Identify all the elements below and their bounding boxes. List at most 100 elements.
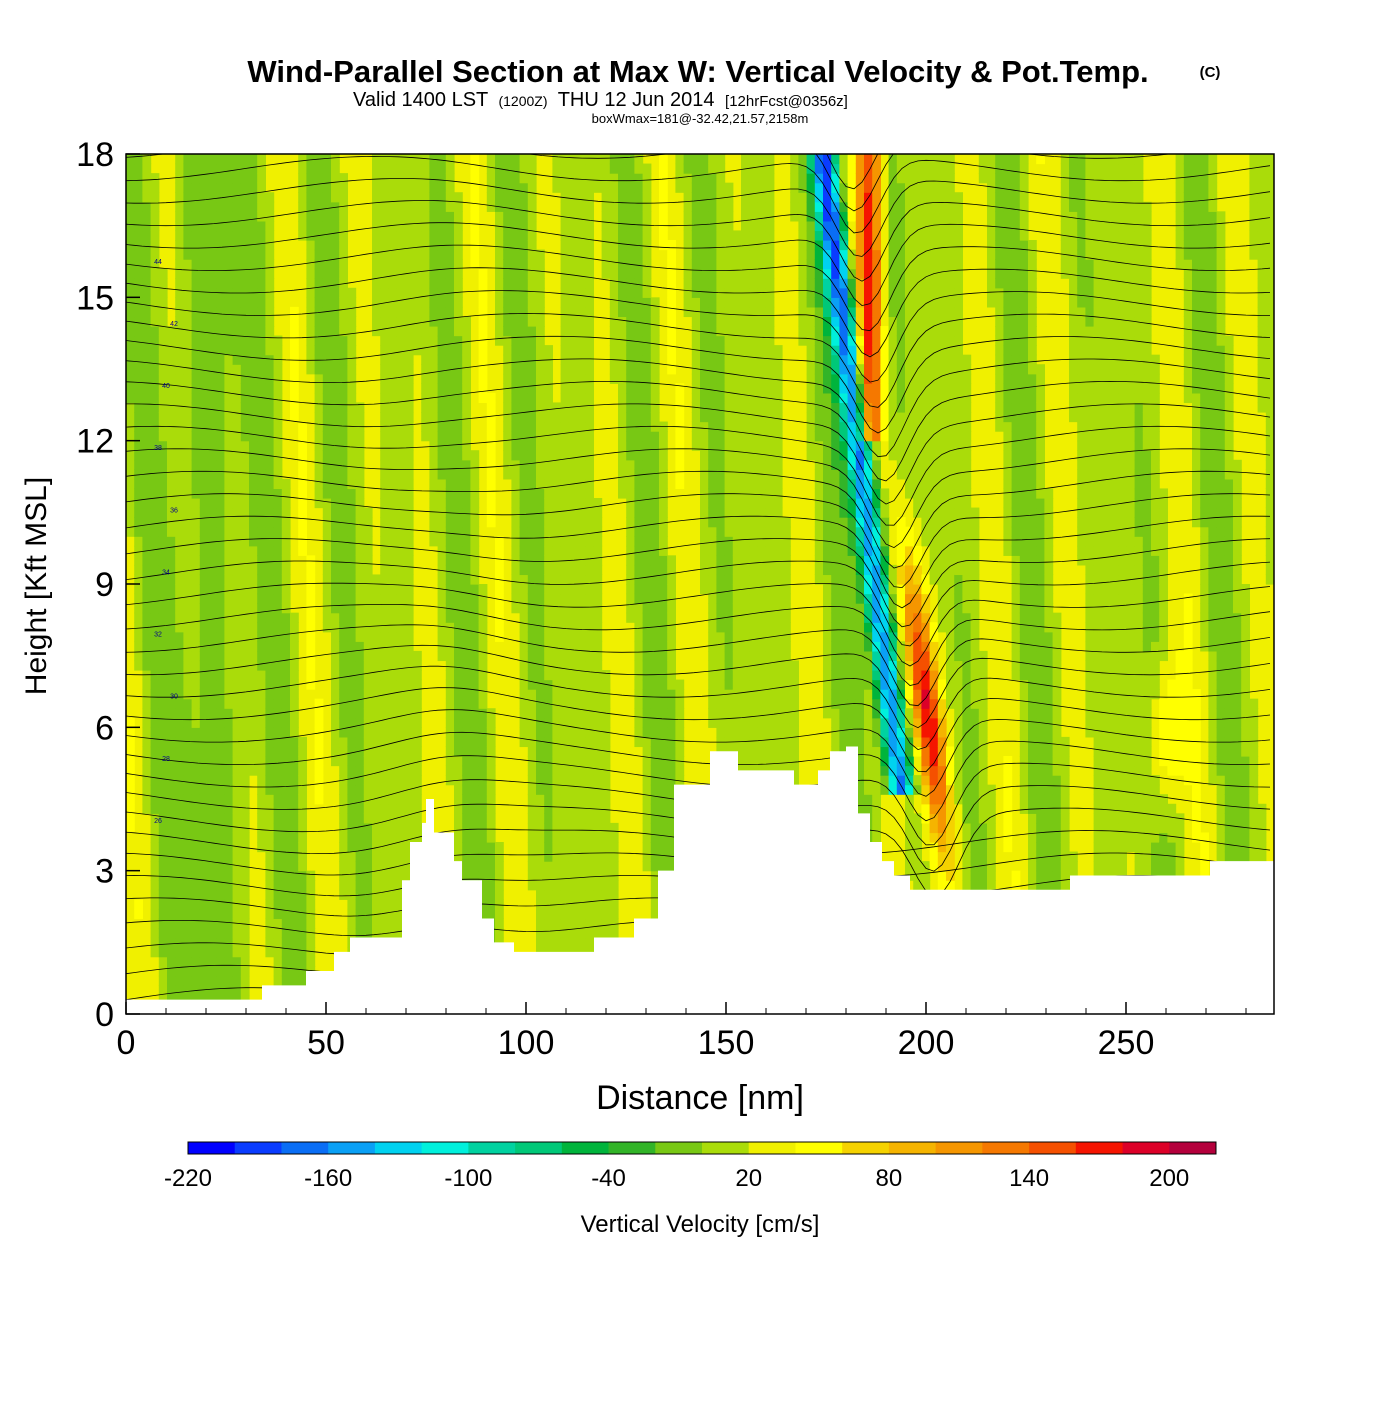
- velocity-cell: [511, 450, 521, 461]
- velocity-cell: [249, 249, 258, 260]
- velocity-cell: [470, 650, 480, 662]
- velocity-cell: [577, 526, 586, 537]
- velocity-cell: [126, 287, 135, 298]
- velocity-cell: [421, 297, 430, 308]
- velocity-cell: [183, 154, 193, 165]
- velocity-cell: [519, 383, 529, 394]
- velocity-cell: [208, 240, 217, 251]
- velocity-cell: [404, 708, 414, 719]
- velocity-cell: [429, 163, 439, 174]
- velocity-cell: [527, 211, 537, 222]
- velocity-cell: [396, 536, 406, 547]
- velocity-cell: [503, 173, 512, 184]
- velocity-cell: [208, 383, 217, 394]
- velocity-cell: [290, 306, 299, 318]
- velocity-cell: [396, 813, 406, 824]
- velocity-cell: [568, 861, 578, 872]
- velocity-cell: [380, 555, 389, 566]
- velocity-cell: [232, 947, 242, 958]
- velocity-cell: [232, 574, 242, 585]
- velocity-cell: [208, 412, 217, 423]
- velocity-cell: [224, 784, 234, 795]
- velocity-cell: [503, 268, 512, 279]
- velocity-cell: [478, 622, 488, 633]
- velocity-cell: [536, 603, 545, 614]
- velocity-cell: [134, 268, 143, 279]
- velocity-cell: [257, 326, 266, 337]
- velocity-cell: [527, 345, 537, 356]
- velocity-cell: [519, 431, 529, 442]
- velocity-cell: [240, 641, 250, 652]
- velocity-cell: [232, 201, 242, 212]
- velocity-cell: [208, 775, 217, 786]
- velocity-cell: [404, 832, 414, 843]
- velocity-cell: [224, 240, 234, 251]
- velocity-cell: [642, 230, 652, 241]
- velocity-cell: [216, 173, 225, 184]
- velocity-cell: [339, 603, 348, 614]
- velocity-cell: [142, 278, 152, 289]
- velocity-cell: [577, 679, 586, 690]
- velocity-cell: [691, 192, 701, 203]
- velocity-cell: [322, 154, 332, 165]
- velocity-cell: [388, 154, 398, 165]
- velocity-cell: [150, 240, 160, 251]
- velocity-cell: [560, 689, 570, 700]
- velocity-cell: [527, 230, 537, 241]
- velocity-cell: [618, 211, 627, 222]
- velocity-cell: [445, 689, 455, 700]
- velocity-cell: [183, 708, 193, 719]
- velocity-cell: [339, 832, 348, 843]
- velocity-cell: [331, 383, 340, 394]
- velocity-cell: [208, 259, 217, 270]
- velocity-cell: [322, 373, 332, 384]
- velocity-cell: [454, 335, 463, 346]
- velocity-cell: [445, 526, 455, 537]
- velocity-cell: [577, 182, 586, 193]
- velocity-cell: [158, 784, 168, 795]
- velocity-cell: [281, 641, 291, 652]
- velocity-cell: [396, 364, 406, 375]
- velocity-cell: [577, 383, 586, 394]
- velocity-cell: [281, 975, 291, 986]
- velocity-cell: [372, 154, 381, 165]
- velocity-cell: [429, 498, 439, 509]
- velocity-cell: [527, 650, 537, 662]
- velocity-cell: [601, 201, 611, 212]
- velocity-cell: [454, 803, 463, 814]
- velocity-cell: [454, 698, 463, 709]
- velocity-cell: [265, 679, 275, 690]
- velocity-cell: [511, 526, 521, 537]
- velocity-cell: [298, 192, 307, 203]
- velocity-cell: [560, 631, 570, 642]
- velocity-cell: [314, 326, 324, 337]
- velocity-cell: [527, 507, 537, 518]
- velocity-cell: [691, 297, 701, 308]
- velocity-cell: [232, 383, 242, 394]
- velocity-cell: [478, 689, 488, 700]
- velocity-cell: [183, 421, 193, 432]
- velocity-cell: [388, 469, 398, 480]
- velocity-cell: [527, 679, 537, 690]
- velocity-cell: [208, 908, 217, 920]
- velocity-cell: [331, 402, 340, 413]
- velocity-cell: [339, 259, 348, 270]
- velocity-cell: [281, 756, 291, 767]
- velocity-cell: [273, 488, 283, 499]
- velocity-cell: [273, 622, 283, 633]
- velocity-cell: [495, 230, 504, 241]
- velocity-cell: [314, 402, 324, 413]
- velocity-cell: [380, 373, 389, 384]
- velocity-cell: [249, 545, 258, 556]
- velocity-cell: [290, 383, 299, 394]
- velocity-cell: [454, 220, 463, 232]
- velocity-cell: [298, 947, 307, 958]
- velocity-cell: [158, 679, 168, 690]
- velocity-cell: [609, 373, 619, 384]
- velocity-cell: [675, 775, 685, 786]
- velocity-cell: [593, 670, 603, 681]
- velocity-cell: [265, 240, 275, 251]
- velocity-cell: [667, 861, 676, 872]
- velocity-cell: [437, 316, 447, 327]
- velocity-cell: [191, 822, 201, 834]
